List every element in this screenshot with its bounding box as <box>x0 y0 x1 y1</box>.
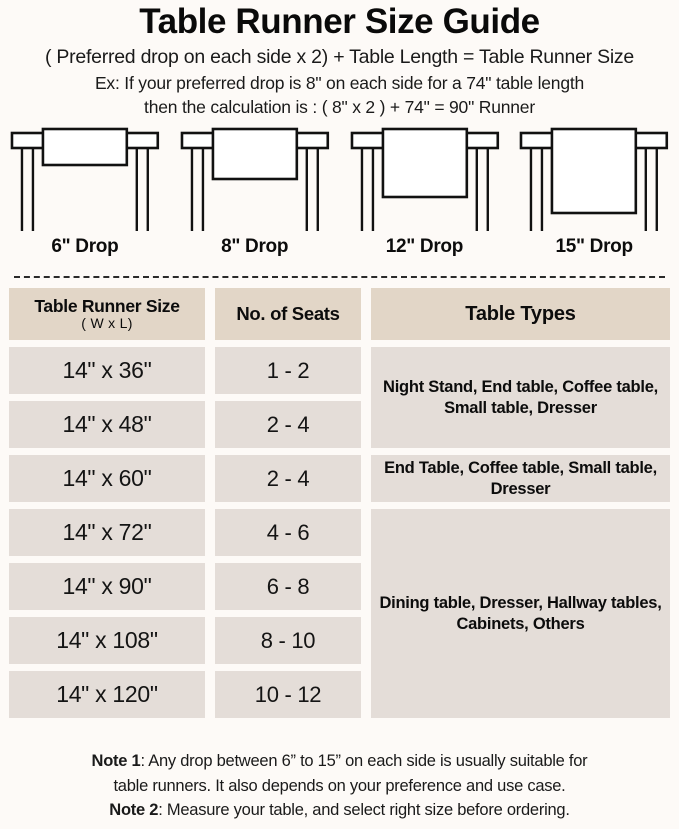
formula-text: ( Preferred drop on each side x 2) + Tab… <box>44 45 635 68</box>
example-line-2: then the calculation is : ( 8" x 2 ) + 7… <box>144 97 535 118</box>
column-table-types: Table Types Night Stand, End table, Coff… <box>371 288 670 725</box>
table-row: 14" x 90" <box>9 563 205 611</box>
drop-label-6in: 6" Drop <box>51 236 119 258</box>
drop-label-15in: 15" Drop <box>555 236 633 258</box>
table-row: 2 - 4 <box>215 401 361 449</box>
column-runner-size: Table Runner Size ( W x L) 14" x 36" 14"… <box>9 288 205 725</box>
table-types-group-2: End Table, Coffee table, Small table, Dr… <box>371 455 670 503</box>
footer-notes: Note 1: Any drop between 6” to 15” on ea… <box>0 749 679 823</box>
drop-diagram-strip: 6" Drop 8" Drop 12" Dr <box>0 127 679 272</box>
table-row: 14" x 48" <box>9 401 205 449</box>
page-title: Table Runner Size Guide <box>139 2 540 41</box>
header-table-types: Table Types <box>371 288 670 341</box>
drop-diagram-6in: 6" Drop <box>0 127 170 272</box>
note-2-label: Note 2 <box>109 801 159 820</box>
table-runner-diagram-icon <box>350 127 499 232</box>
column-no-of-seats: No. of Seats 1 - 2 2 - 4 2 - 4 4 - 6 6 -… <box>215 288 361 725</box>
page-header: Table Runner Size Guide ( Preferred drop… <box>0 3 679 120</box>
note-2-line: Note 2: Measure your table, and select r… <box>8 798 671 823</box>
table-row: 1 - 2 <box>215 347 361 395</box>
size-guide-table: Table Runner Size ( W x L) 14" x 36" 14"… <box>9 288 670 725</box>
note-2-text: : Measure your table, and select right s… <box>158 801 570 820</box>
table-row: 14" x 36" <box>9 347 205 395</box>
section-divider <box>14 276 665 279</box>
table-runner-diagram-icon <box>10 127 160 232</box>
table-row: 8 - 10 <box>215 617 361 665</box>
header-runner-size-line2: ( W x L) <box>81 315 133 332</box>
note-1-line-1: Note 1: Any drop between 6” to 15” on ea… <box>8 749 671 774</box>
table-row: 10 - 12 <box>215 671 361 719</box>
table-row: 2 - 4 <box>215 455 361 503</box>
example-line-1: Ex: If your preferred drop is 8" on each… <box>94 72 585 93</box>
table-runner-diagram-icon <box>519 127 669 232</box>
drop-label-8in: 8" Drop <box>221 236 289 258</box>
table-types-group-1: Night Stand, End table, Coffee table, Sm… <box>371 347 670 449</box>
table-row: 14" x 72" <box>9 509 205 557</box>
table-runner-diagram-icon <box>180 127 329 232</box>
note-1-line-2: table runners. It also depends on your p… <box>113 776 566 795</box>
note-1-label: Note 1 <box>91 751 141 770</box>
drop-diagram-15in: 15" Drop <box>509 127 679 272</box>
table-types-group-3: Dining table, Dresser, Hallway tables, C… <box>371 509 670 719</box>
table-row: 6 - 8 <box>215 563 361 611</box>
table-row: 14" x 60" <box>9 455 205 503</box>
table-row: 14" x 108" <box>9 617 205 665</box>
drop-diagram-8in: 8" Drop <box>170 127 340 272</box>
header-runner-size: Table Runner Size ( W x L) <box>9 288 205 341</box>
drop-diagram-12in: 12" Drop <box>340 127 510 272</box>
header-no-of-seats: No. of Seats <box>215 288 361 341</box>
table-row: 14" x 120" <box>9 671 205 719</box>
note-1-text: : Any drop between 6” to 15” on each sid… <box>140 751 588 770</box>
header-runner-size-line1: Table Runner Size <box>34 295 180 316</box>
drop-label-12in: 12" Drop <box>385 236 464 258</box>
table-row: 4 - 6 <box>215 509 361 557</box>
